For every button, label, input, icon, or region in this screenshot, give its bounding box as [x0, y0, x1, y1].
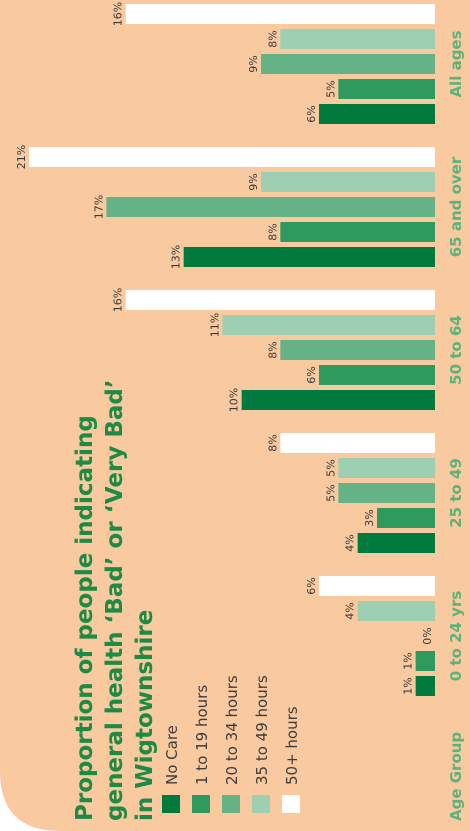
bar	[338, 458, 436, 478]
bar	[338, 79, 436, 99]
legend-swatch	[252, 795, 270, 813]
value-label: 17%	[92, 195, 105, 219]
value-label: 9%	[247, 55, 260, 72]
bar	[261, 172, 435, 192]
value-label: 9%	[247, 173, 260, 190]
value-label: 1%	[402, 677, 415, 694]
legend-label: 1 to 19 hours	[193, 685, 211, 785]
legend-swatch	[222, 795, 240, 813]
value-label: 21%	[15, 145, 28, 169]
bar	[415, 651, 435, 671]
bar	[377, 508, 435, 528]
value-label: 8%	[266, 434, 279, 451]
bar	[280, 340, 436, 360]
bar	[106, 197, 435, 217]
bar	[415, 676, 435, 696]
chart-title: Proportion of people indicating	[72, 415, 98, 821]
bar	[357, 601, 435, 621]
legend-swatch	[192, 795, 210, 813]
value-label: 16%	[112, 2, 125, 26]
legend-swatch	[282, 795, 300, 813]
x-tick-label: 65 and over	[447, 156, 465, 257]
bar	[280, 29, 436, 49]
legend-label: 20 to 34 hours	[223, 675, 241, 785]
bar	[125, 4, 436, 24]
value-label: 1%	[402, 652, 415, 669]
bar	[338, 483, 436, 503]
value-label: 5%	[324, 459, 337, 476]
value-label: 8%	[266, 30, 279, 47]
bar	[357, 533, 435, 553]
value-label: 0%	[421, 627, 434, 644]
bar	[319, 104, 435, 124]
value-label: 3%	[363, 509, 376, 526]
x-tick-label: 0 to 24 yrs	[447, 591, 465, 682]
bar	[280, 222, 436, 242]
value-label: 4%	[344, 534, 357, 551]
bar	[319, 576, 435, 596]
value-label: 10%	[228, 388, 241, 412]
bar	[280, 433, 436, 453]
legend-swatch	[162, 795, 180, 813]
legend-label: No Care	[163, 725, 181, 785]
x-tick-label: 25 to 49	[447, 458, 465, 528]
bar	[261, 54, 435, 74]
value-label: 8%	[266, 223, 279, 240]
x-tick-label: All ages	[447, 30, 465, 97]
chart-title: general health ‘Bad’ or ‘Very Bad’	[102, 379, 128, 821]
value-label: 13%	[170, 245, 183, 269]
value-label: 6%	[305, 577, 318, 594]
value-label: 8%	[266, 341, 279, 358]
bar	[29, 147, 435, 167]
value-label: 6%	[305, 105, 318, 122]
value-label: 4%	[344, 602, 357, 619]
legend-label: 50+ hours	[283, 706, 301, 785]
chart-title: in Wigtownshire	[132, 610, 158, 821]
value-label: 6%	[305, 366, 318, 383]
bar	[222, 315, 435, 335]
value-label: 16%	[112, 288, 125, 312]
x-tick-label: 50 to 64	[447, 315, 465, 385]
value-label: 5%	[324, 484, 337, 501]
bar	[183, 247, 435, 267]
value-label: 5%	[324, 80, 337, 97]
bar	[241, 390, 435, 410]
legend-label: 35 to 49 hours	[253, 675, 271, 785]
value-label: 11%	[208, 313, 221, 337]
bar	[125, 290, 436, 310]
x-axis-label: Age Group	[447, 732, 465, 821]
bar	[319, 365, 435, 385]
